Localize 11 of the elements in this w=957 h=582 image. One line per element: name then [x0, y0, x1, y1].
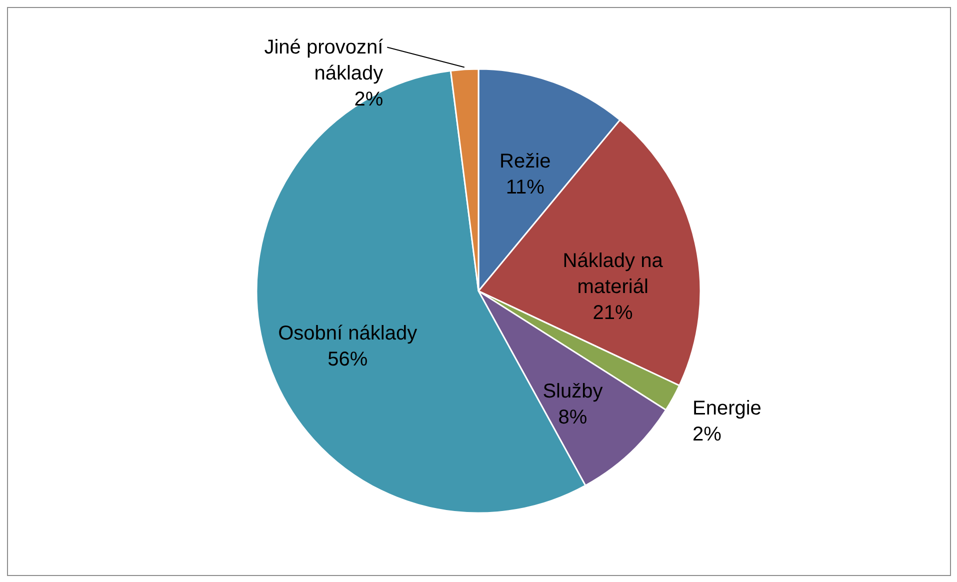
data-label: 21% — [592, 302, 634, 324]
slice-label: Služby — [542, 380, 603, 402]
data-label: 2% — [692, 424, 722, 446]
slice-label: Energie — [692, 398, 762, 420]
slice-label: Režie — [500, 150, 551, 172]
slice-label: Náklady na materiál — [562, 250, 664, 298]
data-label: 11% — [506, 176, 545, 198]
slice-label: Osobní náklady — [278, 322, 418, 345]
data-label: 8% — [558, 406, 588, 428]
data-label: 56% — [328, 348, 368, 371]
slice-label: Jiné provozní náklady — [264, 36, 384, 84]
